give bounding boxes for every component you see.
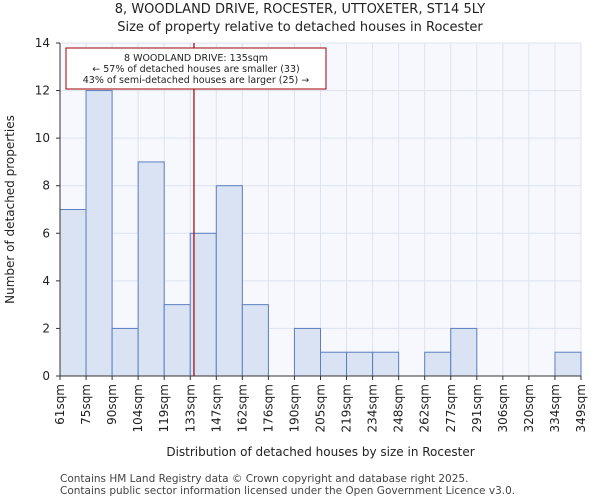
bar: [85, 90, 113, 377]
x-tick-label: 205sqm: [314, 384, 328, 432]
x-tick-label: 133sqm: [183, 384, 197, 432]
y-tick-label: 6: [42, 226, 50, 240]
chart-title: 8, WOODLAND DRIVE, ROCESTER, UTTOXETER, …: [114, 2, 486, 17]
y-tick-label: 10: [35, 131, 50, 145]
bar: [372, 351, 400, 377]
y-tick-label: 8: [42, 179, 50, 193]
bar: [450, 327, 478, 377]
annotation-line-2: ← 57% of detached houses are smaller (33…: [92, 64, 299, 75]
bar: [346, 351, 374, 377]
x-tick-label: 306sqm: [496, 384, 510, 432]
x-tick-label: 119sqm: [157, 384, 171, 432]
annotation-box: [65, 47, 327, 90]
x-tick-label: 277sqm: [444, 384, 458, 432]
x-tick-label: 90sqm: [105, 384, 119, 425]
x-tick-label: 75sqm: [79, 384, 93, 425]
bar: [137, 161, 165, 377]
bar: [320, 351, 348, 377]
x-tick-label: 104sqm: [131, 384, 145, 432]
y-axis-title: Number of detached properties: [3, 115, 17, 304]
y-tick-label: 4: [42, 274, 50, 288]
x-tick-label: 190sqm: [287, 384, 301, 432]
bar: [241, 304, 269, 377]
bar: [111, 327, 139, 377]
y-tick-label: 0: [42, 369, 50, 383]
x-tick-label: 234sqm: [366, 384, 380, 432]
y-tick-label: 2: [42, 321, 50, 335]
x-tick-label: 176sqm: [261, 384, 275, 432]
bar: [424, 351, 452, 377]
x-tick-label: 349sqm: [574, 384, 588, 432]
x-tick-label: 162sqm: [235, 384, 249, 432]
bar: [293, 327, 322, 377]
x-tick-label: 219sqm: [340, 384, 354, 432]
x-tick-label: 262sqm: [418, 384, 432, 432]
y-tick-label: 12: [35, 84, 50, 98]
annotation-line-1: 8 WOODLAND DRIVE: 135sqm: [124, 53, 268, 64]
x-tick-label: 147sqm: [209, 384, 223, 432]
x-axis-title: Distribution of detached houses by size …: [166, 445, 474, 459]
bar: [163, 304, 191, 377]
x-tick-label: 248sqm: [392, 384, 406, 432]
x-tick-label: 291sqm: [470, 384, 484, 432]
y-tick-label: 14: [35, 36, 50, 50]
annotation-line-3: 43% of semi-detached houses are larger (…: [83, 75, 310, 86]
x-tick-label: 61sqm: [53, 384, 67, 425]
chart-subtitle: Size of property relative to detached ho…: [117, 20, 483, 35]
footer-line-1: Contains HM Land Registry data © Crown c…: [60, 473, 469, 485]
bar: [215, 185, 243, 377]
bar: [59, 209, 87, 377]
x-tick-label: 320sqm: [522, 384, 536, 432]
x-tick-label: 334sqm: [548, 384, 562, 432]
bar: [554, 351, 582, 377]
footer-line-2: Contains public sector information licen…: [60, 485, 516, 497]
